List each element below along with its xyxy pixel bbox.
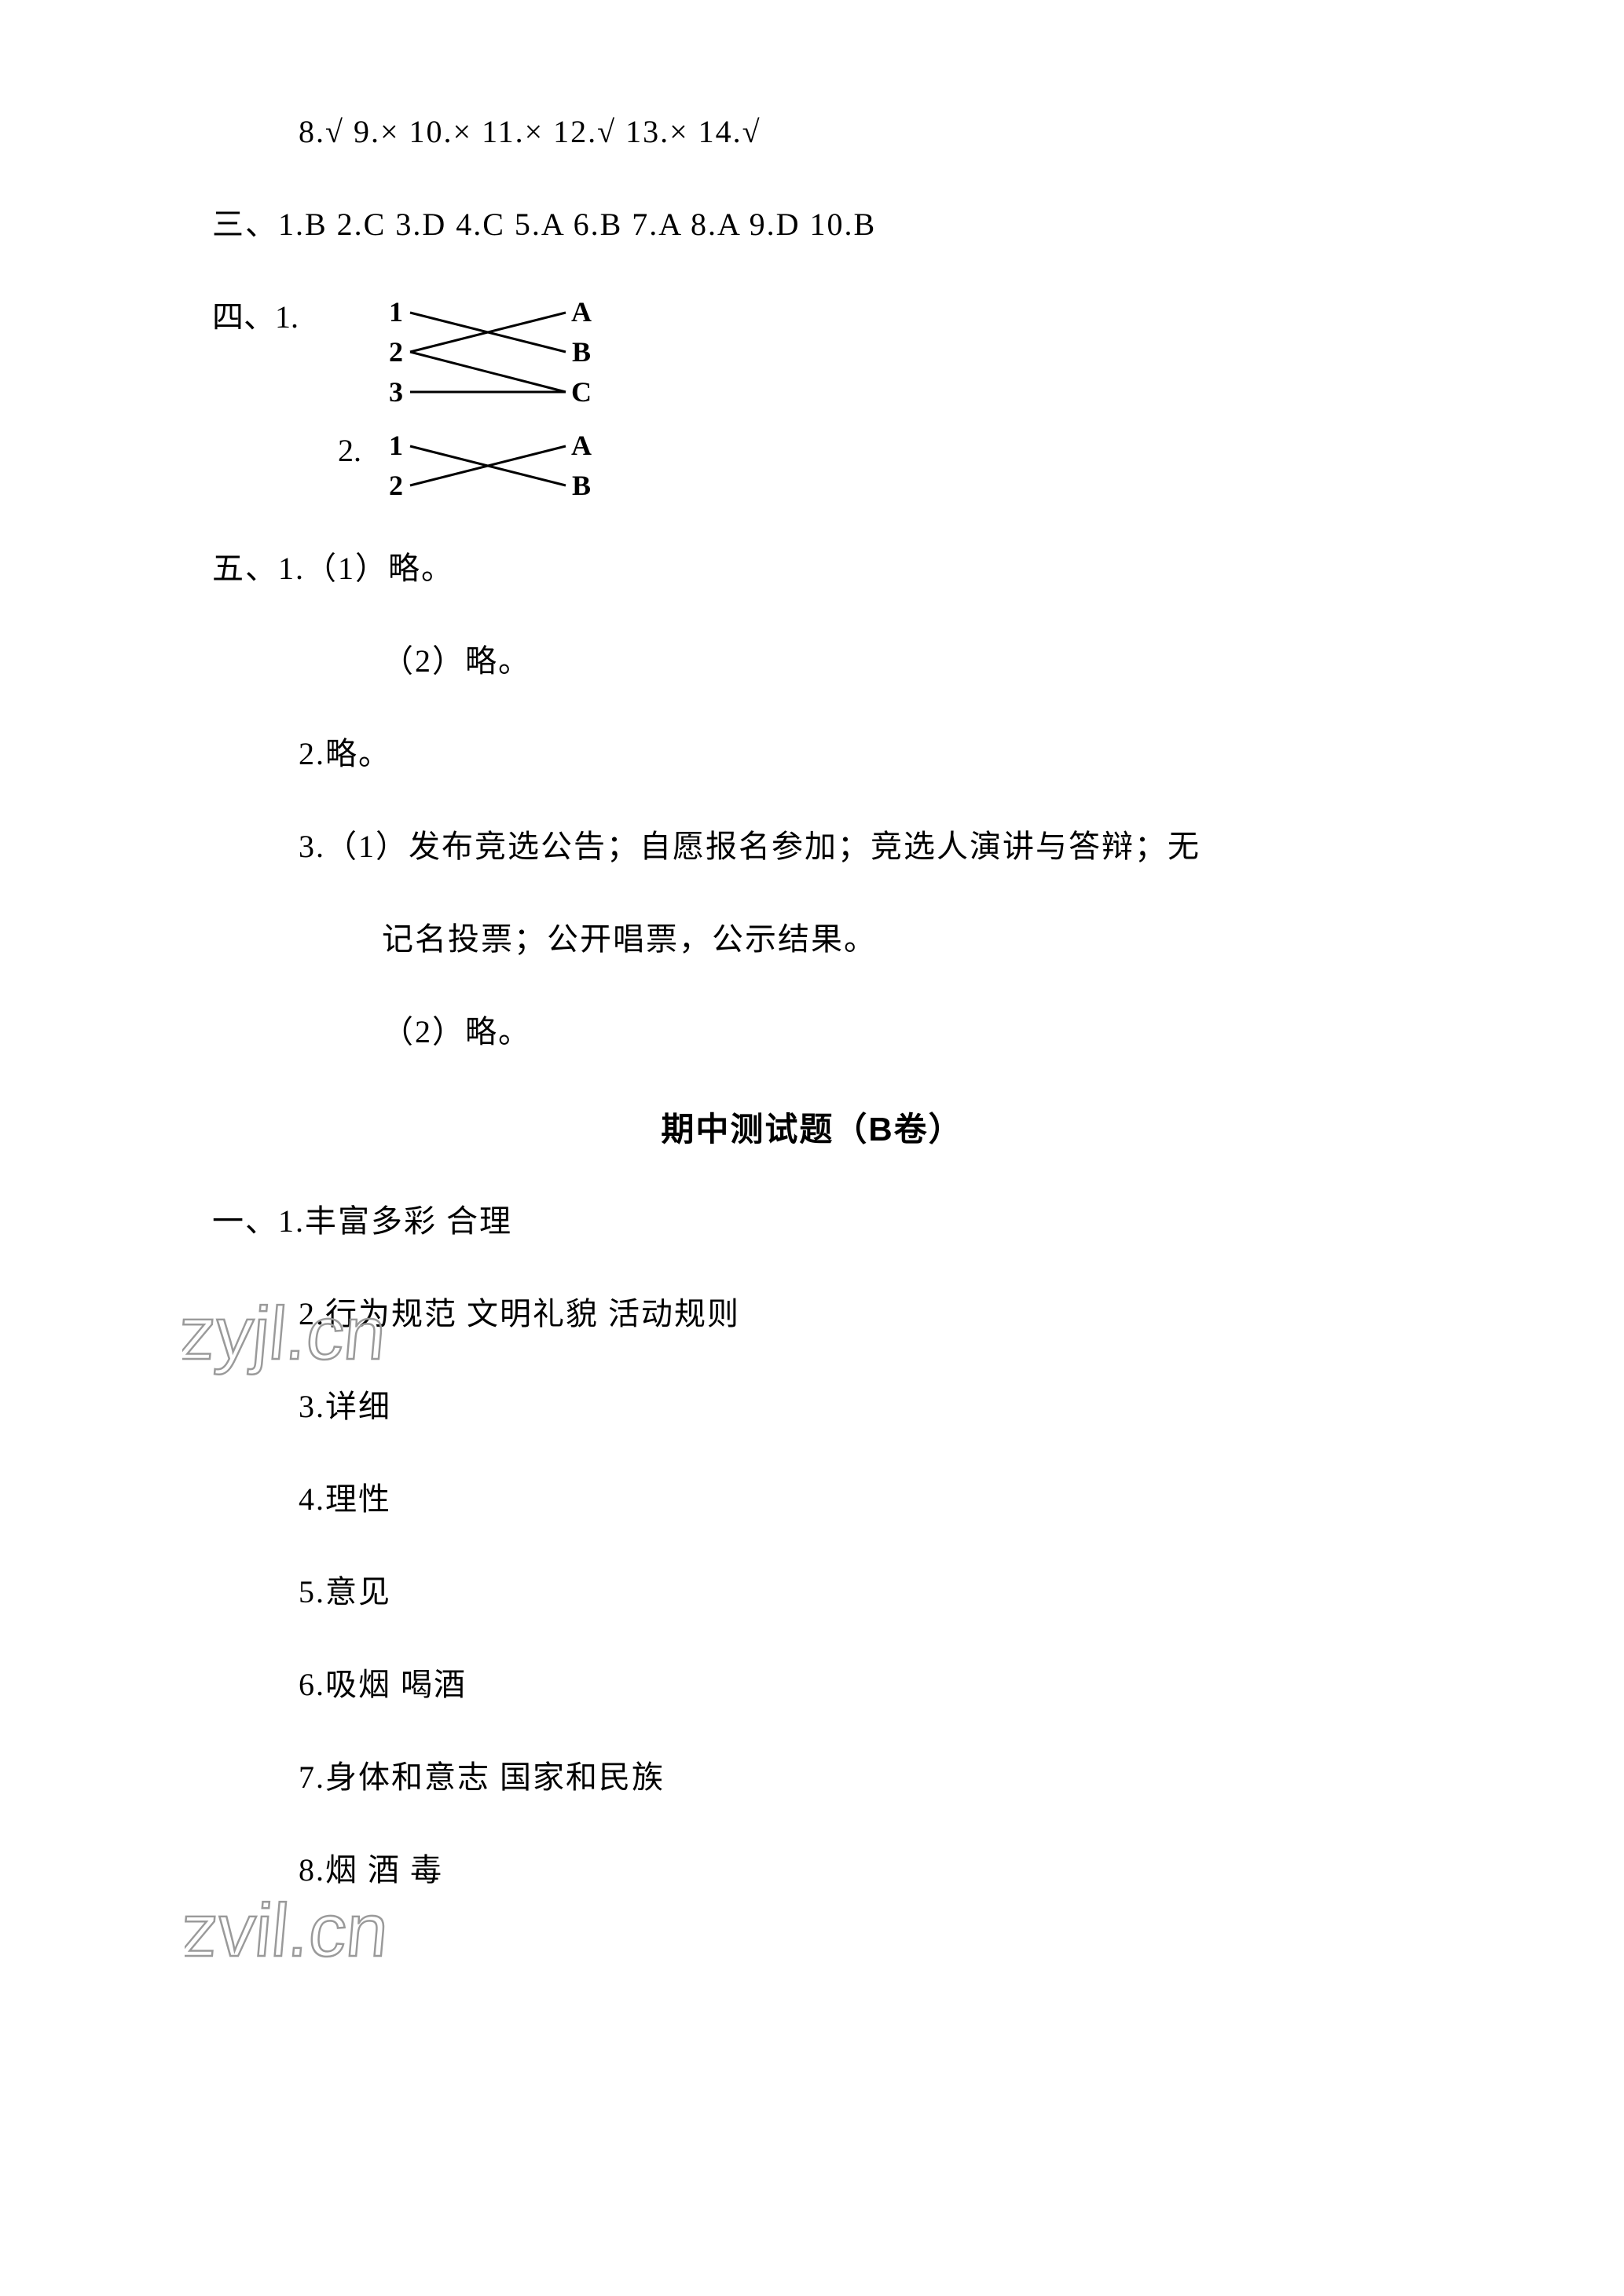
section-b1-a2: 2.行为规范 文明礼貌 活动规则 (212, 1292, 1412, 1336)
section-3-row: 三、1.B 2.C 3.D 4.C 5.A 6.B 7.A 8.A 9.D 10… (212, 203, 1412, 247)
section-b1-a1: 1.丰富多彩 合理 (278, 1203, 512, 1239)
svg-text:3: 3 (389, 376, 403, 408)
matching-diagram-2: 1 2 A B (377, 429, 605, 507)
section-5-q3-1a: 3.（1）发布竞选公告；自愿报名参加；竞选人演讲与答辩；无 (212, 825, 1412, 869)
section-b1-a4: 4.理性 (212, 1478, 1412, 1522)
svg-text:1: 1 (389, 430, 403, 461)
svg-text:2: 2 (389, 336, 403, 368)
svg-text:C: C (571, 376, 592, 408)
section-3-label: 三、 (212, 207, 278, 242)
midterm-b-heading: 期中测试题（B卷） (212, 1103, 1412, 1151)
section-4-q2-row: 2. 1 2 A B (212, 429, 1412, 507)
section-4-q1-label: 四、1. (212, 295, 377, 339)
section-5-q1-2: （2）略。 (212, 639, 1412, 683)
svg-text:B: B (572, 336, 591, 368)
svg-text:1: 1 (389, 296, 403, 328)
section-5-row-1: 五、1.（1）略。 (212, 547, 1412, 591)
watermark-2: zvil.cn (185, 1885, 562, 1987)
section-4-q2-label: 2. (212, 429, 377, 473)
section-5-q3-2: （2）略。 (212, 1010, 1412, 1054)
section-4-q1-row: 四、1. 1 2 3 A B C (212, 295, 1412, 413)
section-b1-row-1: 一、1.丰富多彩 合理 (212, 1199, 1412, 1243)
svg-text:A: A (571, 430, 592, 461)
answers-line-8-14: 8.√ 9.× 10.× 11.× 12.√ 13.× 14.√ (212, 110, 1412, 154)
section-b1-a7: 7.身体和意志 国家和民族 (212, 1756, 1412, 1800)
svg-text:A: A (571, 296, 592, 328)
section-5-q2: 2.略。 (212, 732, 1412, 776)
svg-text:zvil.cn: zvil.cn (185, 1889, 391, 1972)
section-b1-a8: 8.烟 酒 毒 (212, 1848, 1412, 1892)
matching-diagram-1: 1 2 3 A B C (377, 295, 605, 413)
section-5-q1-1: 1.（1）略。 (278, 551, 454, 586)
section-b1-label: 一、 (212, 1203, 278, 1239)
svg-text:B: B (572, 470, 591, 501)
svg-text:2: 2 (389, 470, 403, 501)
section-5-label: 五、 (212, 551, 278, 586)
section-b1-a6: 6.吸烟 喝酒 (212, 1663, 1412, 1707)
section-b1-a5: 5.意见 (212, 1570, 1412, 1614)
page-container: 8.√ 9.× 10.× 11.× 12.√ 13.× 14.√ 三、1.B 2… (0, 0, 1624, 2296)
section-5-q3-1b: 记名投票；公开唱票，公示结果。 (212, 917, 1412, 961)
section-3-answers: 1.B 2.C 3.D 4.C 5.A 6.B 7.A 8.A 9.D 10.B (278, 207, 876, 242)
section-b1-a3: 3.详细 (212, 1385, 1412, 1429)
